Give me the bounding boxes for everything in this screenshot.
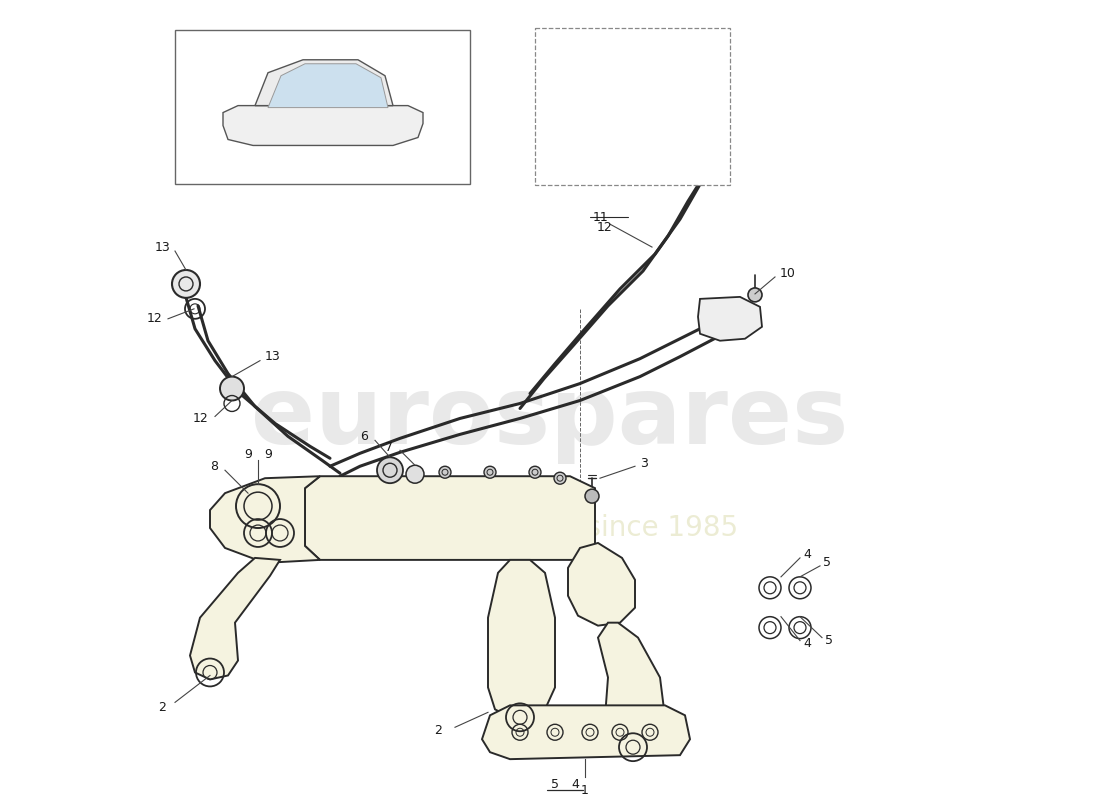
Text: 12: 12 (192, 412, 208, 425)
Text: 1: 1 (581, 784, 589, 797)
Text: a porsche parts since 1985: a porsche parts since 1985 (362, 514, 738, 542)
Text: 12: 12 (596, 221, 612, 234)
Circle shape (236, 127, 273, 163)
Text: 5: 5 (551, 778, 559, 790)
Polygon shape (210, 476, 320, 563)
Bar (535, 28, 730, 186)
Polygon shape (488, 560, 556, 718)
Text: 9: 9 (264, 448, 272, 461)
Text: 4: 4 (803, 637, 811, 650)
Circle shape (529, 466, 541, 478)
Polygon shape (190, 558, 280, 679)
Polygon shape (568, 543, 635, 626)
Text: 5: 5 (823, 556, 830, 570)
Circle shape (377, 458, 403, 483)
Text: 12: 12 (146, 312, 162, 326)
Text: 6: 6 (360, 430, 368, 443)
Text: 3: 3 (640, 457, 648, 470)
Text: 13: 13 (154, 241, 170, 254)
Polygon shape (698, 297, 762, 341)
Circle shape (381, 135, 402, 155)
Text: 2: 2 (434, 724, 442, 737)
Circle shape (554, 472, 566, 484)
Circle shape (484, 466, 496, 478)
Polygon shape (223, 106, 424, 146)
Text: 2: 2 (158, 701, 166, 714)
Circle shape (585, 489, 600, 503)
Text: 5: 5 (825, 634, 833, 647)
Circle shape (386, 141, 396, 150)
Circle shape (439, 466, 451, 478)
Text: 4: 4 (803, 549, 811, 562)
Polygon shape (255, 60, 393, 106)
Circle shape (621, 58, 634, 70)
Text: 11: 11 (592, 210, 608, 224)
Text: 4: 4 (571, 778, 579, 790)
Circle shape (406, 466, 424, 483)
Circle shape (373, 127, 409, 163)
Bar (175, 30, 470, 184)
Text: 7: 7 (385, 441, 393, 454)
Text: eurospares: eurospares (251, 373, 849, 465)
Circle shape (702, 142, 726, 166)
Text: 9: 9 (244, 448, 252, 461)
Text: 10: 10 (780, 267, 796, 281)
Circle shape (748, 288, 762, 302)
Polygon shape (598, 622, 666, 749)
Circle shape (172, 270, 200, 298)
Text: 13: 13 (265, 350, 280, 363)
Circle shape (245, 135, 265, 155)
Circle shape (220, 377, 244, 401)
Circle shape (250, 141, 260, 150)
Polygon shape (268, 64, 388, 107)
Polygon shape (482, 706, 690, 759)
Text: 8: 8 (210, 460, 218, 473)
Circle shape (621, 51, 634, 62)
Polygon shape (305, 476, 595, 560)
